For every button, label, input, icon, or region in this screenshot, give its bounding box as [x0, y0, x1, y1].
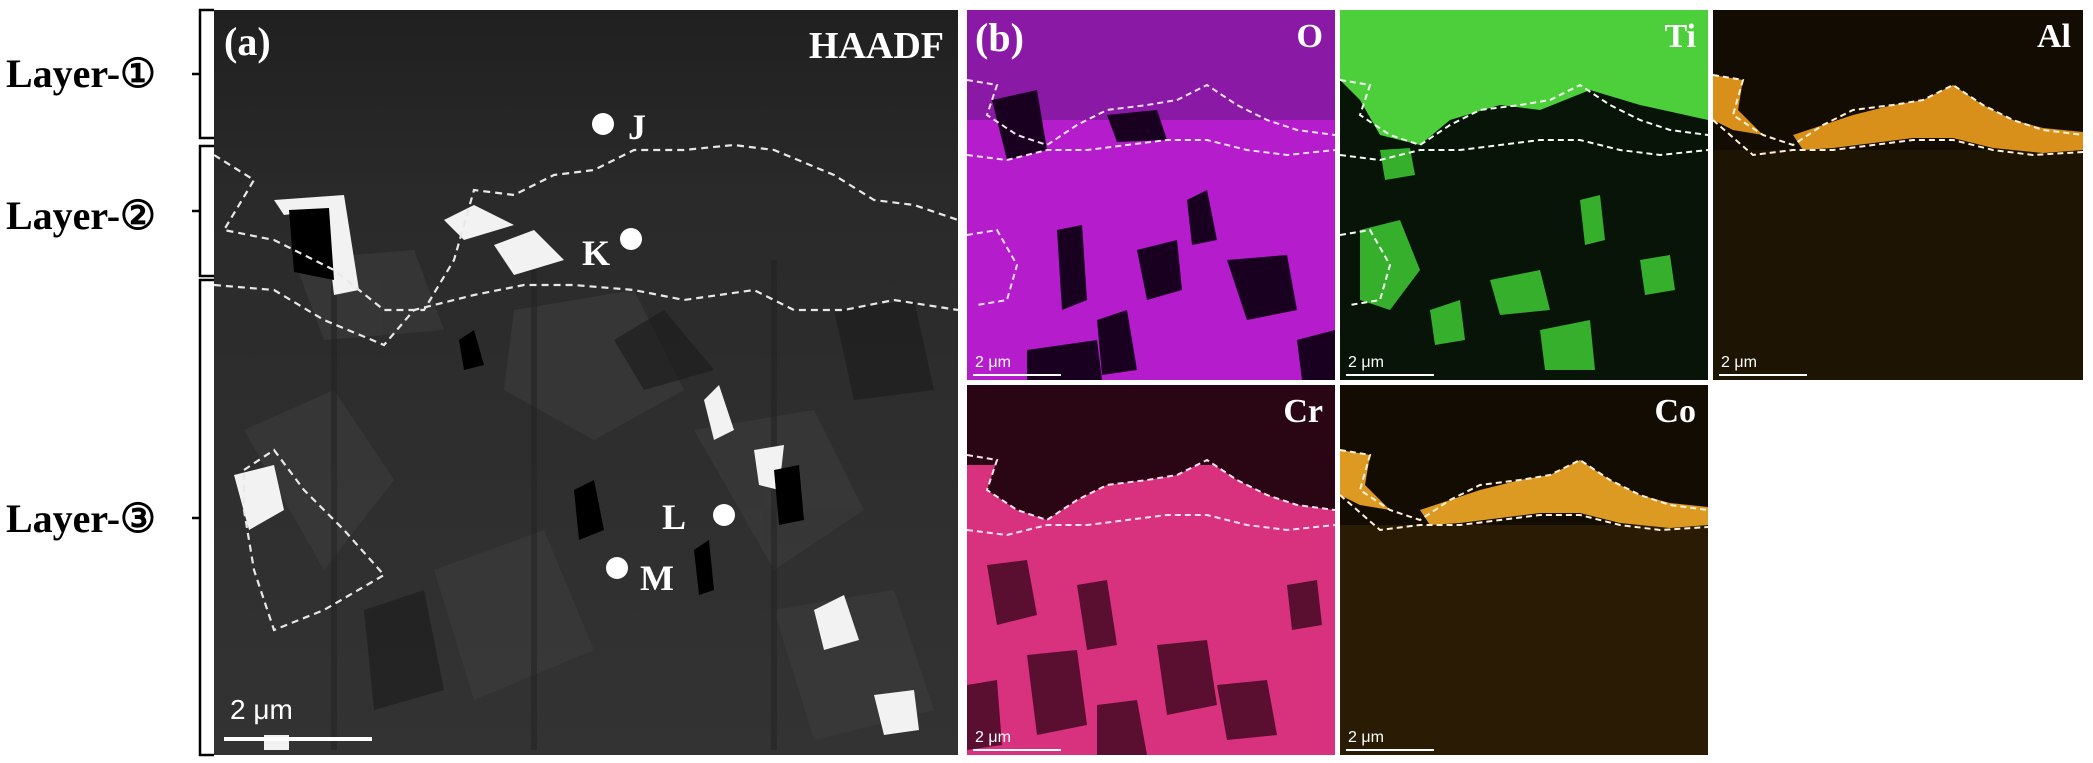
- bracket-layer-2: [192, 144, 214, 278]
- point-j-label: J: [628, 107, 646, 147]
- layer-1-label: Layer-①: [6, 51, 156, 96]
- o-map-label: O: [1296, 18, 1323, 55]
- al-scale-bar: [1719, 374, 1807, 376]
- al-map-label: Al: [2037, 18, 2071, 55]
- cr-map-image: [967, 385, 1335, 755]
- haadf-scale-bar: [224, 737, 372, 741]
- bracket-layer-3: [192, 278, 214, 757]
- cr-map-label: Cr: [1283, 393, 1323, 430]
- point-m-label: M: [640, 558, 674, 598]
- ti-scale-label: 2 μm: [1348, 354, 1384, 371]
- layer-3-label: Layer-③: [6, 496, 156, 541]
- haadf-label: HAADF: [808, 25, 944, 67]
- eds-map-o: (b) O 2 μm: [967, 10, 1335, 380]
- al-scale-label: 2 μm: [1721, 354, 1757, 371]
- point-k-marker: [620, 228, 642, 250]
- eds-map-cr: Cr 2 μm: [967, 385, 1335, 755]
- o-map-image: [967, 10, 1335, 380]
- ti-map-label: Ti: [1664, 18, 1696, 55]
- cr-scale-bar: [973, 749, 1061, 751]
- point-j-marker: [592, 113, 614, 135]
- haadf-scale-label: 2 μm: [230, 694, 293, 725]
- o-scale-label: 2 μm: [975, 354, 1011, 371]
- bracket-layer-1: [192, 8, 214, 140]
- co-scale-bar: [1346, 749, 1434, 751]
- panel-b-tag: (b): [975, 15, 1024, 60]
- ti-scale-bar: [1346, 374, 1434, 376]
- point-m-marker: [606, 557, 628, 579]
- layer-2-label: Layer-②: [6, 193, 156, 238]
- cr-scale-label: 2 μm: [975, 729, 1011, 746]
- co-map-image: [1340, 385, 1708, 755]
- point-l-marker: [713, 504, 735, 526]
- point-l-label: L: [662, 497, 687, 537]
- al-map-image: [1713, 10, 2083, 380]
- eds-map-al: Al 2 μm: [1713, 10, 2083, 380]
- co-scale-label: 2 μm: [1348, 729, 1384, 746]
- ti-map-image: [1340, 10, 1708, 380]
- haadf-image-panel: (a) HAADF J K L M 2 μm: [214, 10, 958, 755]
- o-scale-bar: [973, 374, 1061, 376]
- haadf-image: [214, 10, 958, 755]
- eds-map-ti: Ti 2 μm: [1340, 10, 1708, 380]
- co-map-label: Co: [1654, 393, 1696, 430]
- point-k-label: K: [582, 233, 611, 273]
- panel-a-tag: (a): [224, 19, 271, 64]
- eds-map-co: Co 2 μm: [1340, 385, 1708, 755]
